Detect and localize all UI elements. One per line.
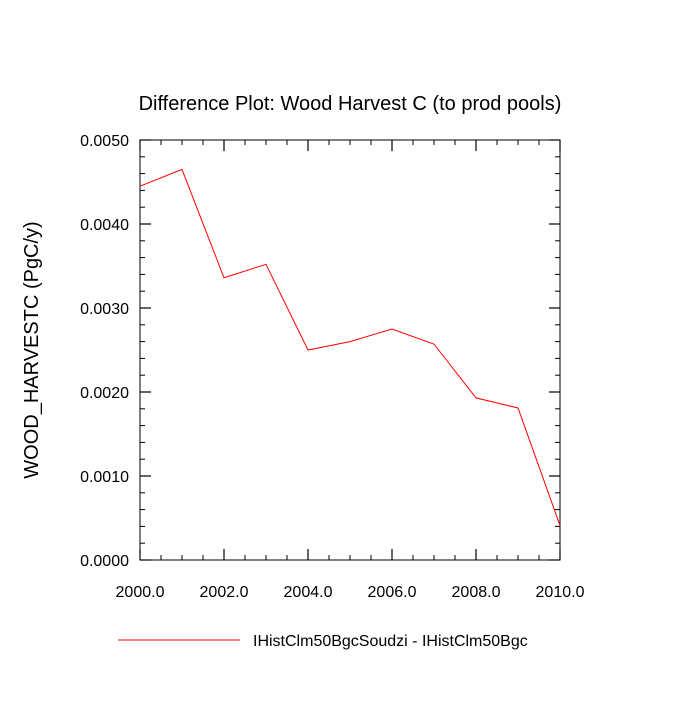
plot-frame (139, 139, 561, 561)
x-tick-label: 2000.0 (116, 584, 165, 601)
x-tick-label: 2006.0 (368, 584, 417, 601)
x-tick-label: 2002.0 (200, 584, 249, 601)
chart-title: Difference Plot: Wood Harvest C (to prod… (139, 93, 562, 115)
y-tick-label: 0.0000 (80, 553, 129, 570)
x-tick-label: 2010.0 (536, 584, 585, 601)
plot-area: 2000.0 2002.0 2004.0 2006.0 2008.0 2010.0 0.00… (80, 133, 585, 601)
x-tick-label: 2004.0 (284, 584, 333, 601)
y-tick-label: 0.0010 (80, 469, 129, 486)
y-axis-label: WOOD_HARVESTC (PgC/y) (21, 221, 43, 478)
y-tick-label: 0.0040 (80, 217, 129, 234)
y-tick-label: 0.0030 (80, 301, 129, 318)
y-tick-label: 0.0050 (80, 133, 129, 150)
legend-label: IHistClm50BgcSoudzi - IHistClm50Bgc (253, 633, 528, 650)
y-tick-label: 0.0020 (80, 385, 129, 402)
x-tick-label: 2008.0 (452, 584, 501, 601)
series-line (139, 168, 561, 526)
legend: IHistClm50BgcSoudzi - IHistClm50Bgc (118, 633, 528, 650)
